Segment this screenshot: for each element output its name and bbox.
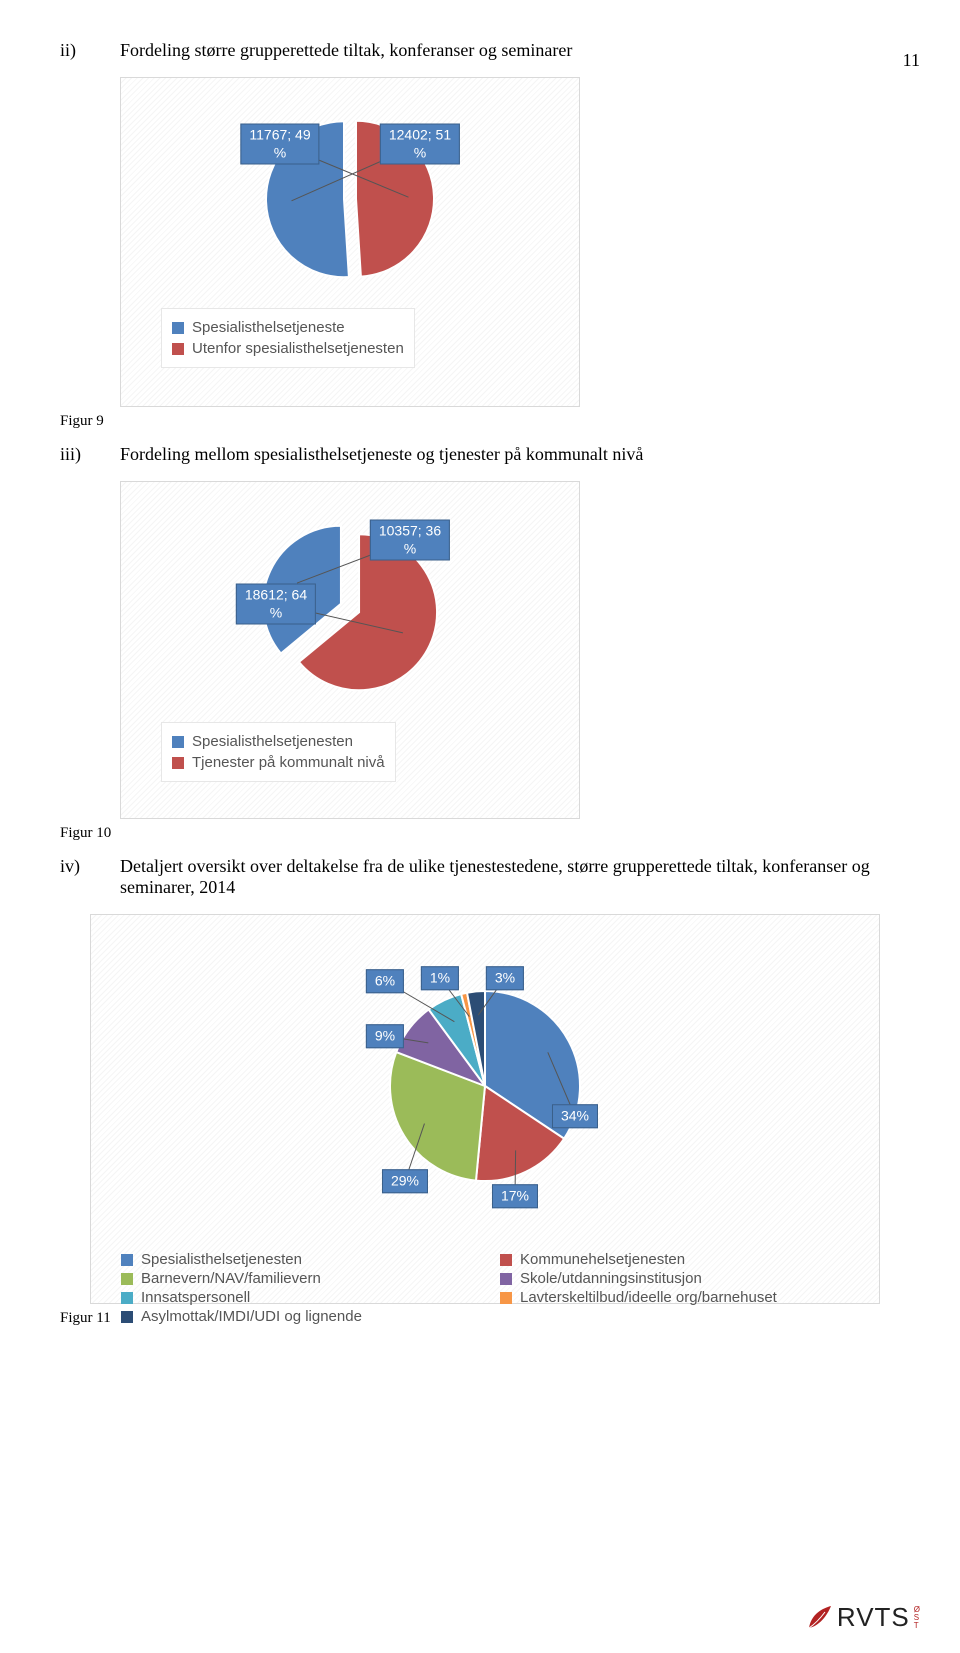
section-ii-roman: ii) [60, 40, 120, 61]
legend-item: Skole/utdanningsinstitusjon [500, 1270, 849, 1287]
legend-text: Kommunehelsetjenesten [520, 1251, 685, 1268]
section-iii-row: iii) Fordeling mellom spesialisthelsetje… [0, 444, 960, 465]
pie-slice-label: 29% [382, 1169, 428, 1193]
figure-9-label: Figur 9 [60, 413, 960, 430]
section-iii-roman: iii) [60, 444, 120, 465]
legend-swatch [172, 757, 184, 769]
pie-slice-label: 10357; 36 % [370, 520, 450, 561]
legend-text: Spesialisthelsetjeneste [192, 319, 345, 336]
pie-slice-label: 1% [421, 966, 459, 990]
chart-11-legend: Spesialisthelsetjenesten Kommunehelsetjen… [91, 1245, 879, 1339]
pie-slice-label: 17% [492, 1184, 538, 1208]
legend-swatch [172, 736, 184, 748]
legend-text: Skole/utdanningsinstitusjon [520, 1270, 702, 1287]
logo-leaf-icon [805, 1604, 833, 1632]
pie-slice-label: 3% [486, 966, 524, 990]
pie-slice-label: 18612; 64 % [236, 584, 316, 625]
legend-swatch [500, 1273, 512, 1285]
legend-swatch [172, 322, 184, 334]
legend-text: Barnevern/NAV/familievern [141, 1270, 321, 1287]
chart-10-box: 18612; 64 %10357; 36 % Spesialisthelsetj… [120, 481, 580, 819]
legend-item: Spesialisthelsetjeneste [172, 317, 404, 338]
legend-swatch [121, 1254, 133, 1266]
legend-item: Kommunehelsetjenesten [500, 1251, 849, 1268]
section-iii-heading: Fordeling mellom spesialisthelsetjeneste… [120, 444, 900, 465]
legend-text: Utenfor spesialisthelsetjenesten [192, 340, 404, 357]
legend-text: Lavterskeltilbud/ideelle org/barnehuset [520, 1289, 777, 1306]
pie-slice-label: 34% [552, 1104, 598, 1128]
chart-9-box: 11767; 49 % 12402; 51 % Spesialisthelsetj… [120, 77, 580, 407]
section-iv-row: iv) Detaljert oversikt over deltakelse f… [0, 856, 960, 898]
logo-suffix: ØST [914, 1606, 920, 1630]
legend-swatch [121, 1292, 133, 1304]
legend-item: Barnevern/NAV/familievern [121, 1270, 470, 1287]
legend-text: Asylmottak/IMDI/UDI og lignende [141, 1308, 362, 1325]
chart-9-legend: Spesialisthelsetjeneste Utenfor spesialis… [161, 308, 415, 368]
section-iv-heading: Detaljert oversikt over deltakelse fra d… [120, 856, 900, 898]
legend-item: Lavterskeltilbud/ideelle org/barnehuset [500, 1289, 849, 1306]
rvts-logo: RVTS ØST [805, 1602, 920, 1633]
legend-item: Utenfor spesialisthelsetjenesten [172, 338, 404, 359]
chart-11-box: 34% 17% 29% 9% 6% 1% 3% Spesialisthelsetjenest… [90, 914, 880, 1304]
section-iv-roman: iv) [60, 856, 120, 877]
chart-10-legend: Spesialisthelsetjenesten Tjenester på kom… [161, 722, 396, 782]
section-ii-row: ii) Fordeling større grupperettede tilta… [0, 40, 960, 61]
logo-text: RVTS [837, 1602, 910, 1633]
legend-swatch [121, 1273, 133, 1285]
legend-item: Spesialisthelsetjenesten [121, 1251, 470, 1268]
chart-9-pie: 11767; 49 % 12402; 51 % [240, 104, 460, 294]
legend-text: Spesialisthelsetjenesten [192, 733, 353, 750]
chart-10-pie: 18612; 64 %10357; 36 % [240, 508, 460, 708]
legend-text: Tjenester på kommunalt nivå [192, 754, 385, 771]
pie-slice-label: 6% [366, 969, 404, 993]
legend-swatch [500, 1292, 512, 1304]
legend-item: Spesialisthelsetjenesten [172, 731, 385, 752]
legend-swatch [172, 343, 184, 355]
legend-text: Spesialisthelsetjenesten [141, 1251, 302, 1268]
legend-swatch [500, 1254, 512, 1266]
pie-slice-label: 11767; 49 % [240, 124, 319, 165]
section-ii-heading: Fordeling større grupperettede tiltak, k… [120, 40, 900, 61]
legend-item: Tjenester på kommunalt nivå [172, 752, 385, 773]
page-number: 11 [903, 50, 920, 71]
pie-slice-label: 9% [366, 1024, 404, 1048]
legend-item: Asylmottak/IMDI/UDI og lignende [121, 1308, 470, 1325]
chart-11-pie: 34% 17% 29% 9% 6% 1% 3% [325, 941, 645, 1231]
legend-text: Innsatspersonell [141, 1289, 250, 1306]
figure-10-label: Figur 10 [60, 825, 960, 842]
pie-slice-label: 12402; 51 % [380, 124, 460, 165]
legend-swatch [121, 1311, 133, 1323]
legend-item: Innsatspersonell [121, 1289, 470, 1306]
